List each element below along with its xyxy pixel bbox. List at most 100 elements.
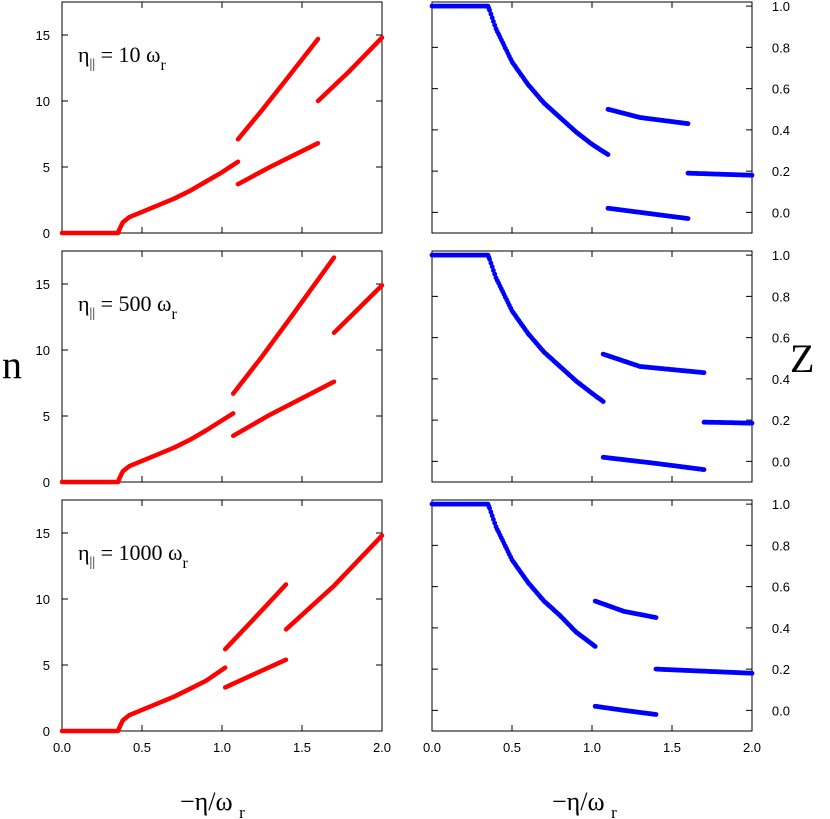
- plot-frame: [431, 250, 753, 483]
- z-series-branch-1: [429, 501, 598, 649]
- n-curve-branch-4: [283, 533, 385, 632]
- y-tick-label: 0.0: [772, 205, 790, 220]
- y-tick-label: 15: [36, 277, 50, 292]
- z-series-branch-2: [605, 106, 691, 127]
- x-tick-label: 0.0: [53, 740, 71, 755]
- y-tick-label: 5: [43, 409, 50, 424]
- y-tick-label: 10: [36, 343, 50, 358]
- x-axis-title-right-sub: r: [611, 803, 617, 819]
- n-curve-branch-1: [59, 665, 228, 734]
- z-point: [685, 121, 691, 127]
- z-point: [488, 11, 494, 17]
- y-tick-label: 0.4: [772, 123, 790, 138]
- panel-z-row-3: 0.0 0.5 1.0 1.5 2.0 0.0 0.2 0.4 0.6 0.8 1.0: [423, 497, 790, 755]
- y-tick-label: 0: [43, 475, 50, 490]
- eta-value: = 1000 ω: [95, 540, 182, 565]
- z-series-branch-2: [592, 598, 659, 620]
- z-series-branch-4: [653, 666, 755, 676]
- y-tick-label: 1.0: [772, 248, 790, 263]
- z-point: [653, 615, 659, 620]
- plot-frame: [431, 1, 753, 234]
- y-tick-label: 0.0: [772, 703, 790, 718]
- z-series-branch-1: [429, 3, 611, 158]
- x-tick-label: 0.0: [423, 740, 441, 755]
- panel-z-row-1: 0.0 0.2 0.4 0.6 0.8 1.0: [429, 0, 790, 234]
- y-tick-label: 0.6: [772, 82, 790, 97]
- y-tick-label: 15: [36, 28, 50, 43]
- z-point: [701, 370, 707, 376]
- y-tick-label: 0.8: [772, 289, 790, 304]
- n-curve-branch-2: [230, 379, 337, 439]
- z-point: [685, 216, 691, 222]
- panel-n-row-3: 0.0 0.5 1.0 1.5 2.0 0 5 10 15 η|| = 1000 ωr: [36, 499, 391, 755]
- plot-frame: [61, 250, 383, 483]
- z-point: [492, 271, 498, 277]
- z-series-branch-3: [605, 205, 691, 222]
- z-series-branch-4: [685, 170, 755, 178]
- y-tick-label: 15: [36, 526, 50, 541]
- x-tick-label: 1.0: [213, 740, 231, 755]
- eta-value: = 500 ω: [95, 291, 171, 316]
- z-series-branch-3: [592, 703, 659, 717]
- z-point: [749, 172, 755, 178]
- y-tick-label: 0.2: [772, 164, 790, 179]
- x-tick-label: 0.5: [133, 740, 151, 755]
- z-point: [492, 22, 498, 28]
- x-tick-label: 1.5: [293, 740, 311, 755]
- eta-unit-subscript: r: [161, 57, 167, 74]
- y-tick-label: 0.6: [772, 331, 790, 346]
- eta-subscript: ||: [90, 57, 96, 72]
- n-curve-branch-3: [222, 582, 289, 652]
- z-point: [749, 420, 755, 426]
- eta-unit-subscript: r: [183, 555, 189, 572]
- y-tick-label: 0.2: [772, 662, 790, 677]
- z-point: [487, 505, 492, 511]
- y-tick-label: 1.0: [772, 497, 790, 512]
- z-point: [488, 509, 494, 515]
- y-tick-label: 0.0: [772, 454, 790, 469]
- y-tick-label: 0: [43, 226, 50, 241]
- eta-annotation: η|| = 10 ωr: [78, 42, 167, 74]
- y-axis-label-z: Z: [790, 336, 814, 381]
- y-tick-label: 1.0: [772, 0, 790, 14]
- x-tick-label: 2.0: [743, 740, 761, 755]
- z-series-branch-4: [701, 419, 755, 426]
- x-tick-label: 2.0: [373, 740, 391, 755]
- panels: 0 5 10 15 η|| = 10 ωr 0.0 0.2 0.4 0.6 0.8 1.0 0 5 10 1…: [36, 0, 790, 755]
- eta-symbol: η: [78, 540, 90, 565]
- z-point: [592, 644, 598, 649]
- y-tick-label: 0.6: [772, 580, 790, 595]
- y-tick-label: 0.2: [772, 413, 790, 428]
- eta-subscript: ||: [90, 306, 96, 321]
- z-point: [489, 264, 495, 270]
- x-axis-title-right-main: −η/ω: [552, 787, 605, 816]
- z-point: [492, 520, 498, 526]
- n-curve-branch-4: [331, 283, 385, 336]
- panel-n-row-1: 0 5 10 15 η|| = 10 ωr: [36, 1, 385, 241]
- plot-frame: [431, 499, 753, 732]
- y-tick-label: 0: [43, 724, 50, 739]
- eta-annotation: η|| = 1000 ωr: [78, 540, 189, 572]
- plot-frame: [61, 1, 383, 234]
- y-tick-label: 5: [43, 658, 50, 673]
- x-axis-title-left-sub: r: [239, 803, 245, 819]
- y-tick-label: 0.8: [772, 538, 790, 553]
- z-series-branch-3: [600, 454, 707, 472]
- z-point: [491, 517, 496, 522]
- eta-subscript: ||: [90, 555, 96, 570]
- eta-symbol: η: [78, 291, 90, 316]
- z-point: [489, 15, 495, 21]
- svg-text:−η/ω r: −η/ω r: [180, 787, 245, 819]
- eta-annotation: η|| = 500 ωr: [78, 291, 178, 323]
- z-point: [491, 268, 496, 273]
- panel-n-row-2: 0 5 10 15 η|| = 500 ωr: [36, 250, 385, 490]
- z-point: [749, 670, 755, 676]
- z-series-branch-2: [600, 351, 707, 376]
- z-point: [701, 467, 707, 472]
- n-curve-branch-2: [222, 657, 289, 690]
- x-axis-title-left-main: −η/ω: [180, 787, 233, 816]
- y-tick-label: 10: [36, 592, 50, 607]
- z-point: [489, 513, 495, 519]
- z-point: [605, 152, 611, 158]
- z-point: [487, 256, 492, 262]
